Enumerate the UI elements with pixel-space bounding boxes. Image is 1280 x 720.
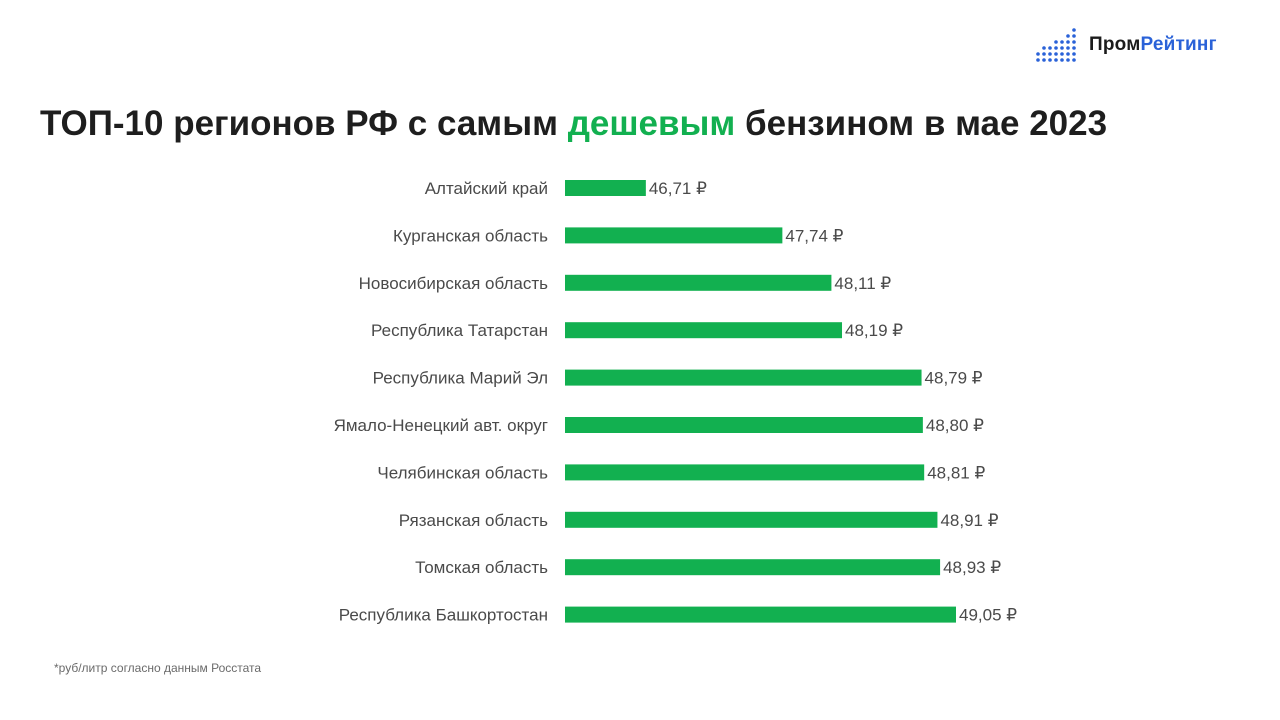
value-label: 49,05 ₽: [959, 606, 1017, 625]
bar: [565, 180, 646, 196]
bar: [565, 559, 941, 576]
category-label: Новосибирская область: [359, 274, 548, 293]
brand-name-part2: Рейтинг: [1140, 34, 1217, 55]
value-label: 48,80 ₽: [926, 416, 984, 435]
value-label: 46,71 ₽: [649, 179, 707, 198]
value-label: 47,74 ₽: [785, 226, 843, 245]
category-label: Республика Башкортостан: [339, 606, 548, 625]
title-highlight: дешевым: [567, 104, 736, 143]
brand-name-part1: Пром: [1089, 34, 1141, 55]
bar: [565, 417, 923, 433]
value-label: 48,91 ₽: [940, 511, 998, 530]
category-label: Челябинская область: [377, 463, 548, 482]
category-label: Рязанская область: [399, 511, 548, 530]
value-label: 48,93 ₽: [943, 558, 1001, 577]
bar: [565, 606, 956, 623]
bar: [565, 274, 832, 291]
footnote: *руб/литр согласно данным Росстата: [54, 661, 262, 675]
value-label: 48,81 ₽: [927, 463, 985, 482]
bar: [565, 464, 925, 481]
value-label: 48,19 ₽: [845, 321, 903, 340]
chart-title: ТОП-10 регионов РФ с самым дешевым бензи…: [40, 104, 1240, 144]
bar: [565, 511, 938, 528]
value-label: 48,79 ₽: [925, 369, 983, 388]
title-after: бензином в мае 2023: [735, 104, 1108, 143]
bar: [565, 369, 922, 386]
value-label: 48,11 ₽: [834, 274, 891, 293]
brand-name: ПромРейтинг: [1089, 34, 1217, 56]
bar: [565, 322, 843, 339]
title-before: ТОП-10 регионов РФ с самым: [40, 104, 568, 143]
category-label: Республика Татарстан: [371, 321, 548, 340]
category-label: Томская область: [415, 558, 548, 577]
bar: [565, 227, 783, 244]
category-label: Алтайский край: [425, 179, 548, 198]
category-label: Республика Марий Эл: [373, 369, 548, 388]
category-label: Ямало-Ненецкий авт. округ: [334, 416, 548, 435]
brand-logo: ПромРейтинг: [1035, 26, 1217, 64]
bar-dots-logo-icon: [1036, 28, 1076, 62]
category-label: Курганская область: [393, 226, 548, 245]
